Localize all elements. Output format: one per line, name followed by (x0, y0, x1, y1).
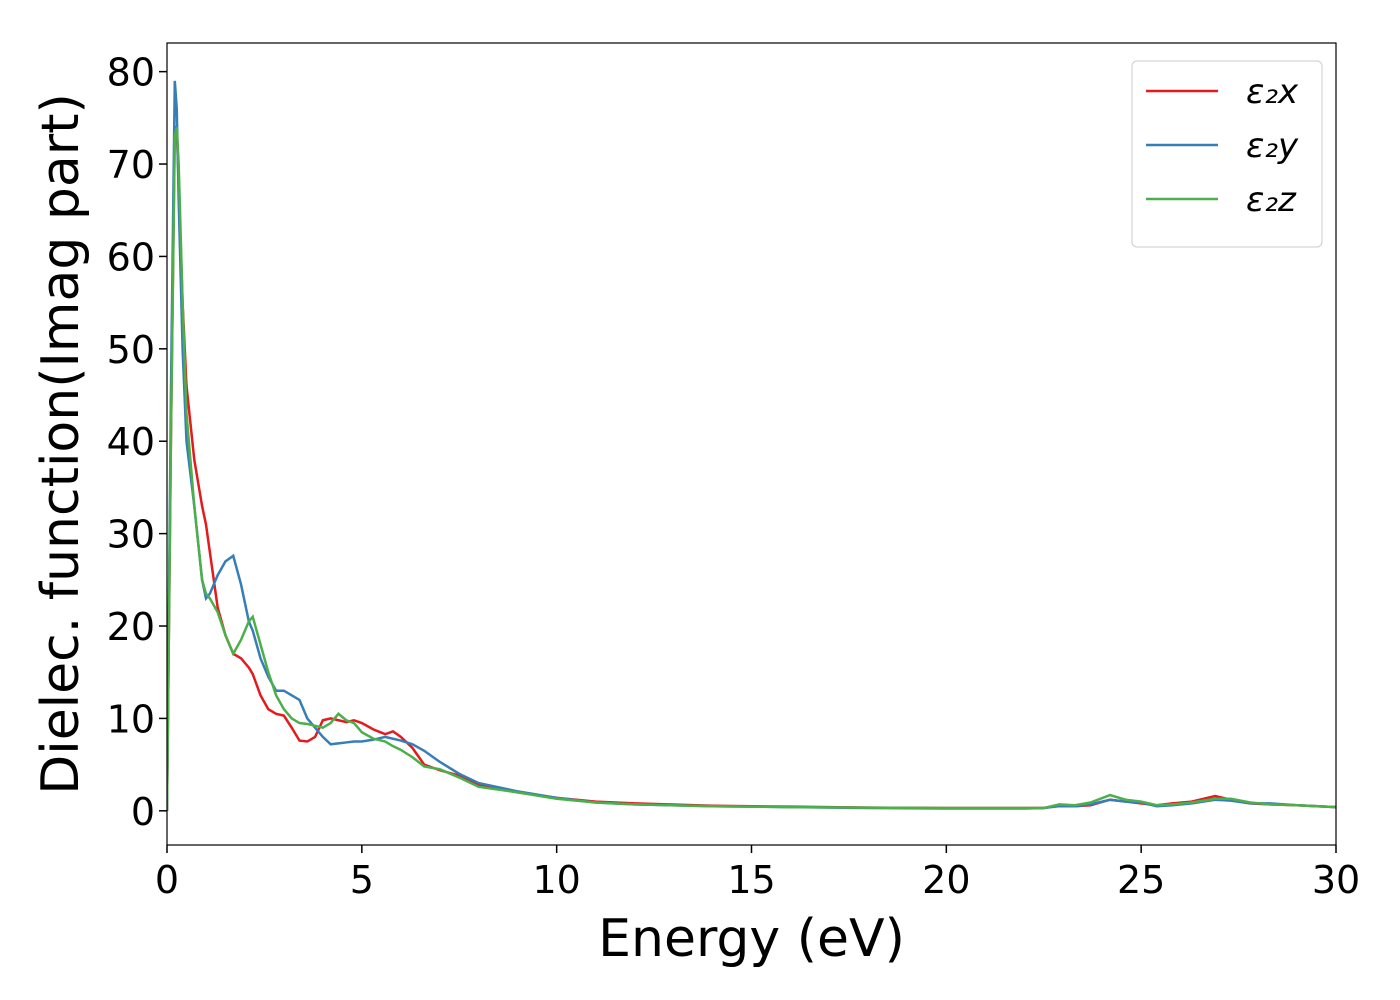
legend-label: ε₂x (1246, 72, 1299, 112)
y-tick-label: 20 (107, 605, 155, 649)
y-axis-label: Dielec. function(Imag part) (31, 93, 91, 795)
x-tick-label: 10 (532, 858, 580, 902)
x-tick-label: 0 (155, 858, 179, 902)
y-tick-label: 40 (107, 420, 155, 464)
y-tick-label: 50 (107, 328, 155, 372)
x-tick-label: 15 (727, 858, 775, 902)
series-line (167, 80, 1336, 811)
plot-frame (166, 42, 1337, 846)
y-tick-label: 60 (107, 235, 155, 279)
x-tick-label: 5 (350, 858, 374, 902)
legend-label: ε₂y (1246, 126, 1299, 166)
y-tick-label: 70 (107, 143, 155, 187)
legend-box (1131, 60, 1323, 248)
x-tick-label: 20 (922, 858, 970, 902)
x-tick-label: 25 (1117, 858, 1165, 902)
x-axis-label: Energy (eV) (598, 909, 905, 969)
series-line (167, 126, 1336, 811)
y-tick-label: 30 (107, 513, 155, 557)
y-tick-label: 0 (131, 790, 155, 834)
x-tick-label: 30 (1312, 858, 1360, 902)
y-tick-label: 80 (107, 51, 155, 95)
legend-label: ε₂z (1246, 180, 1297, 220)
y-tick-label: 10 (107, 697, 155, 741)
